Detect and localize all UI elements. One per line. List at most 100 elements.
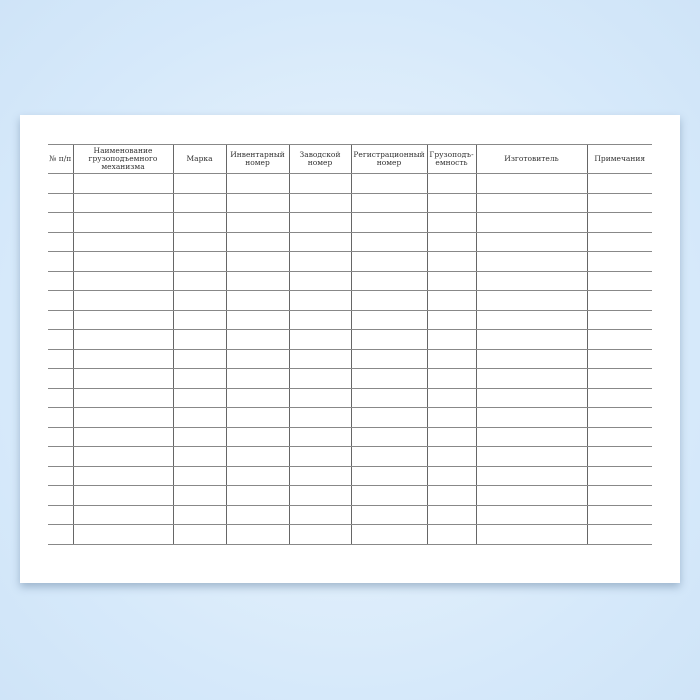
table-cell [586, 173, 652, 194]
table-cell [350, 290, 427, 311]
table-cell [475, 426, 587, 447]
table-cell [172, 426, 226, 447]
column-header: Регистрационный номер [350, 144, 427, 174]
table-cell [426, 426, 476, 447]
table-cell [350, 309, 427, 330]
column-header: Изготовитель [475, 144, 587, 174]
table-cell [225, 465, 289, 486]
table-cell [72, 173, 173, 194]
table-cell [72, 329, 173, 350]
table-cell [48, 407, 73, 428]
table-cell [288, 173, 351, 194]
table-cell [48, 426, 73, 447]
table-cell [72, 524, 173, 545]
table-cell [172, 524, 226, 545]
table-row [48, 231, 652, 252]
table-row [48, 270, 652, 291]
table-cell [586, 426, 652, 447]
table-row [48, 368, 652, 389]
table-cell [225, 368, 289, 389]
table-cell [48, 329, 73, 350]
table-cell [586, 504, 652, 525]
table-row [48, 407, 652, 428]
table-cell [350, 426, 427, 447]
table-row [48, 387, 652, 408]
table-cell [475, 407, 587, 428]
table-cell [586, 446, 652, 467]
table-cell [48, 504, 73, 525]
table-cell [475, 387, 587, 408]
column-header: Примечания [586, 144, 652, 174]
table-row [48, 192, 652, 213]
table-cell [288, 407, 351, 428]
table-row [48, 309, 652, 330]
table-cell [350, 407, 427, 428]
table-cell [72, 485, 173, 506]
table-row [48, 251, 652, 272]
table-cell [426, 368, 476, 389]
table-cell [426, 290, 476, 311]
lifting-equipment-table: № п/п Наименование грузоподъемного механи… [48, 144, 652, 545]
table-cell [586, 329, 652, 350]
table-cell [72, 251, 173, 272]
table-cell [426, 212, 476, 233]
table-cell [72, 407, 173, 428]
table-cell [72, 504, 173, 525]
table-cell [475, 485, 587, 506]
table-cell [172, 368, 226, 389]
column-header: № п/п [48, 144, 73, 174]
table-cell [72, 348, 173, 369]
table-cell [172, 290, 226, 311]
column-header: Инвентарный номер [225, 144, 289, 174]
table-cell [225, 329, 289, 350]
table-cell [475, 504, 587, 525]
table-cell [426, 231, 476, 252]
table-cell [172, 348, 226, 369]
table-cell [172, 446, 226, 467]
table-cell [426, 270, 476, 291]
table-cell [586, 524, 652, 545]
table-cell [225, 387, 289, 408]
table-cell [350, 192, 427, 213]
table-cell [172, 407, 226, 428]
table-cell [172, 173, 226, 194]
table-cell [475, 309, 587, 330]
table-cell [475, 173, 587, 194]
table-cell [72, 309, 173, 330]
table-cell [48, 173, 73, 194]
table-cell [586, 231, 652, 252]
table-cell [225, 290, 289, 311]
table-row [48, 329, 652, 350]
table-cell [350, 387, 427, 408]
table-cell [350, 485, 427, 506]
table-cell [172, 192, 226, 213]
table-cell [225, 348, 289, 369]
table-cell [48, 465, 73, 486]
table-cell [48, 192, 73, 213]
table-cell [288, 251, 351, 272]
table-cell [586, 212, 652, 233]
table-cell [172, 465, 226, 486]
table-cell [48, 368, 73, 389]
table-cell [48, 524, 73, 545]
table-cell [72, 192, 173, 213]
table-cell [350, 270, 427, 291]
table-cell [350, 446, 427, 467]
table-cell [225, 446, 289, 467]
table-cell [426, 485, 476, 506]
table-cell [172, 309, 226, 330]
table-cell [350, 329, 427, 350]
table-cell [48, 446, 73, 467]
table-cell [72, 426, 173, 447]
table-cell [225, 231, 289, 252]
table-cell [426, 192, 476, 213]
table-cell [475, 270, 587, 291]
table-cell [426, 348, 476, 369]
form-sheet: № п/п Наименование грузоподъемного механи… [20, 115, 680, 583]
table-row [48, 212, 652, 233]
table-cell [225, 407, 289, 428]
table-row [48, 485, 652, 506]
table-cell [48, 387, 73, 408]
table-cell [288, 504, 351, 525]
column-header: Наименование грузоподъемного механизма [72, 144, 173, 174]
